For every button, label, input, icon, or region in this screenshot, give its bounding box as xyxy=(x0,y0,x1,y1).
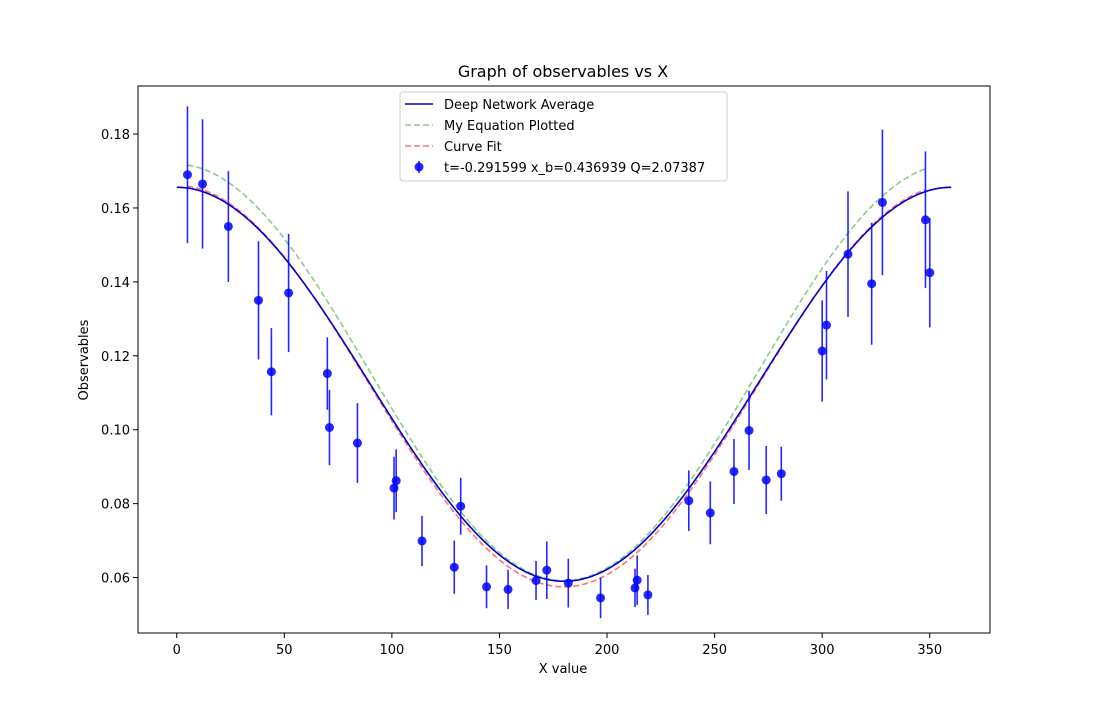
x-axis-label: X value xyxy=(539,662,588,677)
axes-border xyxy=(137,85,991,634)
data-point xyxy=(596,593,606,603)
x-tick-label: 200 xyxy=(595,643,620,658)
data-point xyxy=(705,508,715,518)
data-point xyxy=(563,578,573,588)
data-point xyxy=(449,562,459,572)
data-point xyxy=(253,295,263,305)
y-axis-label: Observables xyxy=(77,319,92,400)
legend-swatch-marker xyxy=(414,162,424,172)
y-tick-label: 0.06 xyxy=(101,572,130,587)
data-point xyxy=(542,565,552,575)
data-point xyxy=(877,197,887,207)
data-point xyxy=(324,423,334,433)
data-point xyxy=(843,249,853,259)
data-point xyxy=(456,501,466,511)
x-tick-label: 250 xyxy=(702,643,727,658)
x-tick-label: 0 xyxy=(173,643,181,658)
legend-box xyxy=(399,91,728,182)
data-point xyxy=(632,575,642,585)
series-line-deep-network-average xyxy=(176,186,952,583)
data-point xyxy=(284,288,294,298)
plot-area xyxy=(176,106,952,619)
legend-label: My Equation Plotted xyxy=(444,119,575,134)
data-point xyxy=(182,170,192,180)
data-point xyxy=(761,475,771,485)
x-tick-label: 150 xyxy=(487,643,512,658)
data-point xyxy=(223,221,233,231)
data-point xyxy=(417,536,427,546)
legend-label: Curve Fit xyxy=(444,140,502,155)
data-point xyxy=(266,367,276,377)
data-point xyxy=(352,438,362,448)
x-tick-label: 50 xyxy=(276,643,293,658)
x-tick-label: 300 xyxy=(810,643,835,658)
y-tick-label: 0.16 xyxy=(101,202,130,217)
data-point xyxy=(391,476,401,486)
y-tick-label: 0.14 xyxy=(101,276,130,291)
axes-frame xyxy=(137,85,991,634)
data-point xyxy=(920,215,930,225)
axis-ticks: 0 50 100 150 200 250 300 350 0.06 0.08 0.10 0.12 0.1… xyxy=(101,128,942,658)
data-point xyxy=(643,590,653,600)
data-point xyxy=(744,425,754,435)
y-tick-label: 0.08 xyxy=(101,498,130,513)
data-point xyxy=(821,320,831,330)
data-point xyxy=(503,584,513,594)
legend: Deep Network Average My Equation Plotted C… xyxy=(399,91,728,182)
data-point xyxy=(531,576,541,586)
data-point xyxy=(684,496,694,506)
legend-label: Deep Network Average xyxy=(444,98,594,113)
legend-label: t=-0.291599 x_b=0.436939 Q=2.07387 xyxy=(444,161,705,176)
chart-title: Graph of observables vs X xyxy=(458,62,668,81)
data-point xyxy=(867,279,877,289)
data-point xyxy=(817,346,827,356)
data-point xyxy=(776,469,786,479)
y-tick-label: 0.12 xyxy=(101,350,130,365)
data-point xyxy=(729,466,739,476)
x-tick-label: 100 xyxy=(379,643,404,658)
data-point xyxy=(322,369,332,379)
y-tick-label: 0.10 xyxy=(101,424,130,439)
x-tick-label: 350 xyxy=(917,643,942,658)
data-point xyxy=(198,179,208,189)
data-point xyxy=(482,582,492,592)
y-tick-label: 0.18 xyxy=(101,128,130,143)
data-point xyxy=(925,268,935,278)
data-point xyxy=(630,583,640,593)
